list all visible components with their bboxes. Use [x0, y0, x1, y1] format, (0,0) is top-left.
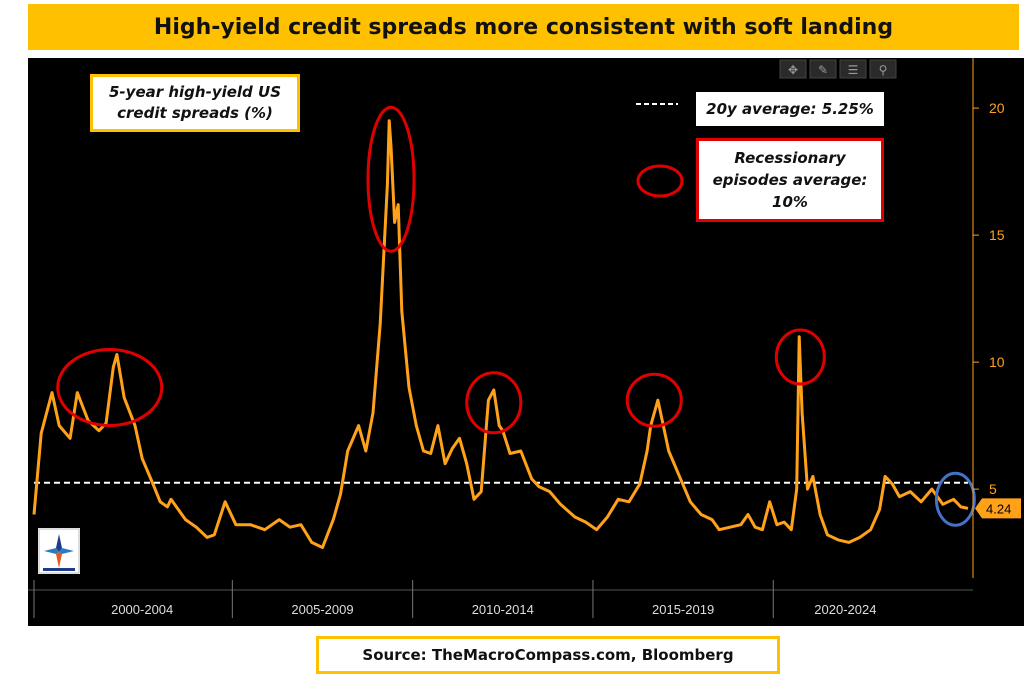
list-icon-glyph: ☰ [848, 63, 859, 77]
recession-circle-2008 [366, 105, 416, 253]
crosshair-icon[interactable]: ✥ [779, 59, 807, 79]
x-period-label-4: 2020-2024 [814, 602, 876, 617]
hy-spread-line [32, 119, 969, 549]
title-banner: High-yield credit spreads more consisten… [28, 4, 1019, 50]
chart-title: High-yield credit spreads more consisten… [153, 14, 894, 40]
zoom-icon-glyph: ⚲ [879, 63, 888, 77]
average-label: 20y average: 5.25% [696, 92, 884, 126]
recession-circle-2001 [56, 348, 164, 427]
pencil-icon-glyph: ✎ [818, 63, 828, 77]
recession-circle-2016 [625, 372, 683, 428]
y-tick-label-20: 20 [989, 100, 1005, 116]
pencil-icon-bg [809, 59, 837, 79]
last-value-label: 4.24 [986, 501, 1011, 516]
recession-circle-2020 [774, 328, 826, 386]
recession-legend-ellipse [636, 164, 684, 198]
x-period-label-2: 2010-2014 [472, 602, 534, 617]
x-period-label-1: 2005-2009 [291, 602, 353, 617]
chart-area: 5 10 15 20 2000-2004 2005-2009 2010-2014 2015-2… [28, 58, 1024, 626]
series-label: 5-year high-yield US credit spreads (%) [90, 74, 300, 132]
list-icon[interactable]: ☰ [839, 59, 867, 79]
y-tick-label-15: 15 [989, 227, 1005, 243]
current-circle [934, 471, 976, 527]
source-box: Source: TheMacroCompass.com, Bloomberg [316, 636, 780, 674]
zoom-icon-bg [869, 59, 897, 79]
y-tick-label-5: 5 [989, 481, 997, 497]
x-period-label-0: 2000-2004 [111, 602, 173, 617]
logo-icon [38, 528, 80, 574]
crosshair-icon-bg [779, 59, 807, 79]
list-icon-bg [839, 59, 867, 79]
chart-svg: 5 10 15 20 2000-2004 2005-2009 2010-2014 2015-2… [28, 58, 1021, 618]
source-text: Source: TheMacroCompass.com, Bloomberg [362, 646, 734, 664]
x-period-label-3: 2015-2019 [652, 602, 714, 617]
zoom-icon[interactable]: ⚲ [869, 59, 897, 79]
y-tick-label-10: 10 [989, 354, 1005, 370]
recession-label: Recessionary episodes average: 10% [696, 138, 884, 222]
pencil-icon[interactable]: ✎ [809, 59, 837, 79]
recession-circle-2011 [465, 371, 523, 435]
last-value-tag [975, 498, 1021, 519]
crosshair-icon-glyph: ✥ [788, 63, 798, 77]
